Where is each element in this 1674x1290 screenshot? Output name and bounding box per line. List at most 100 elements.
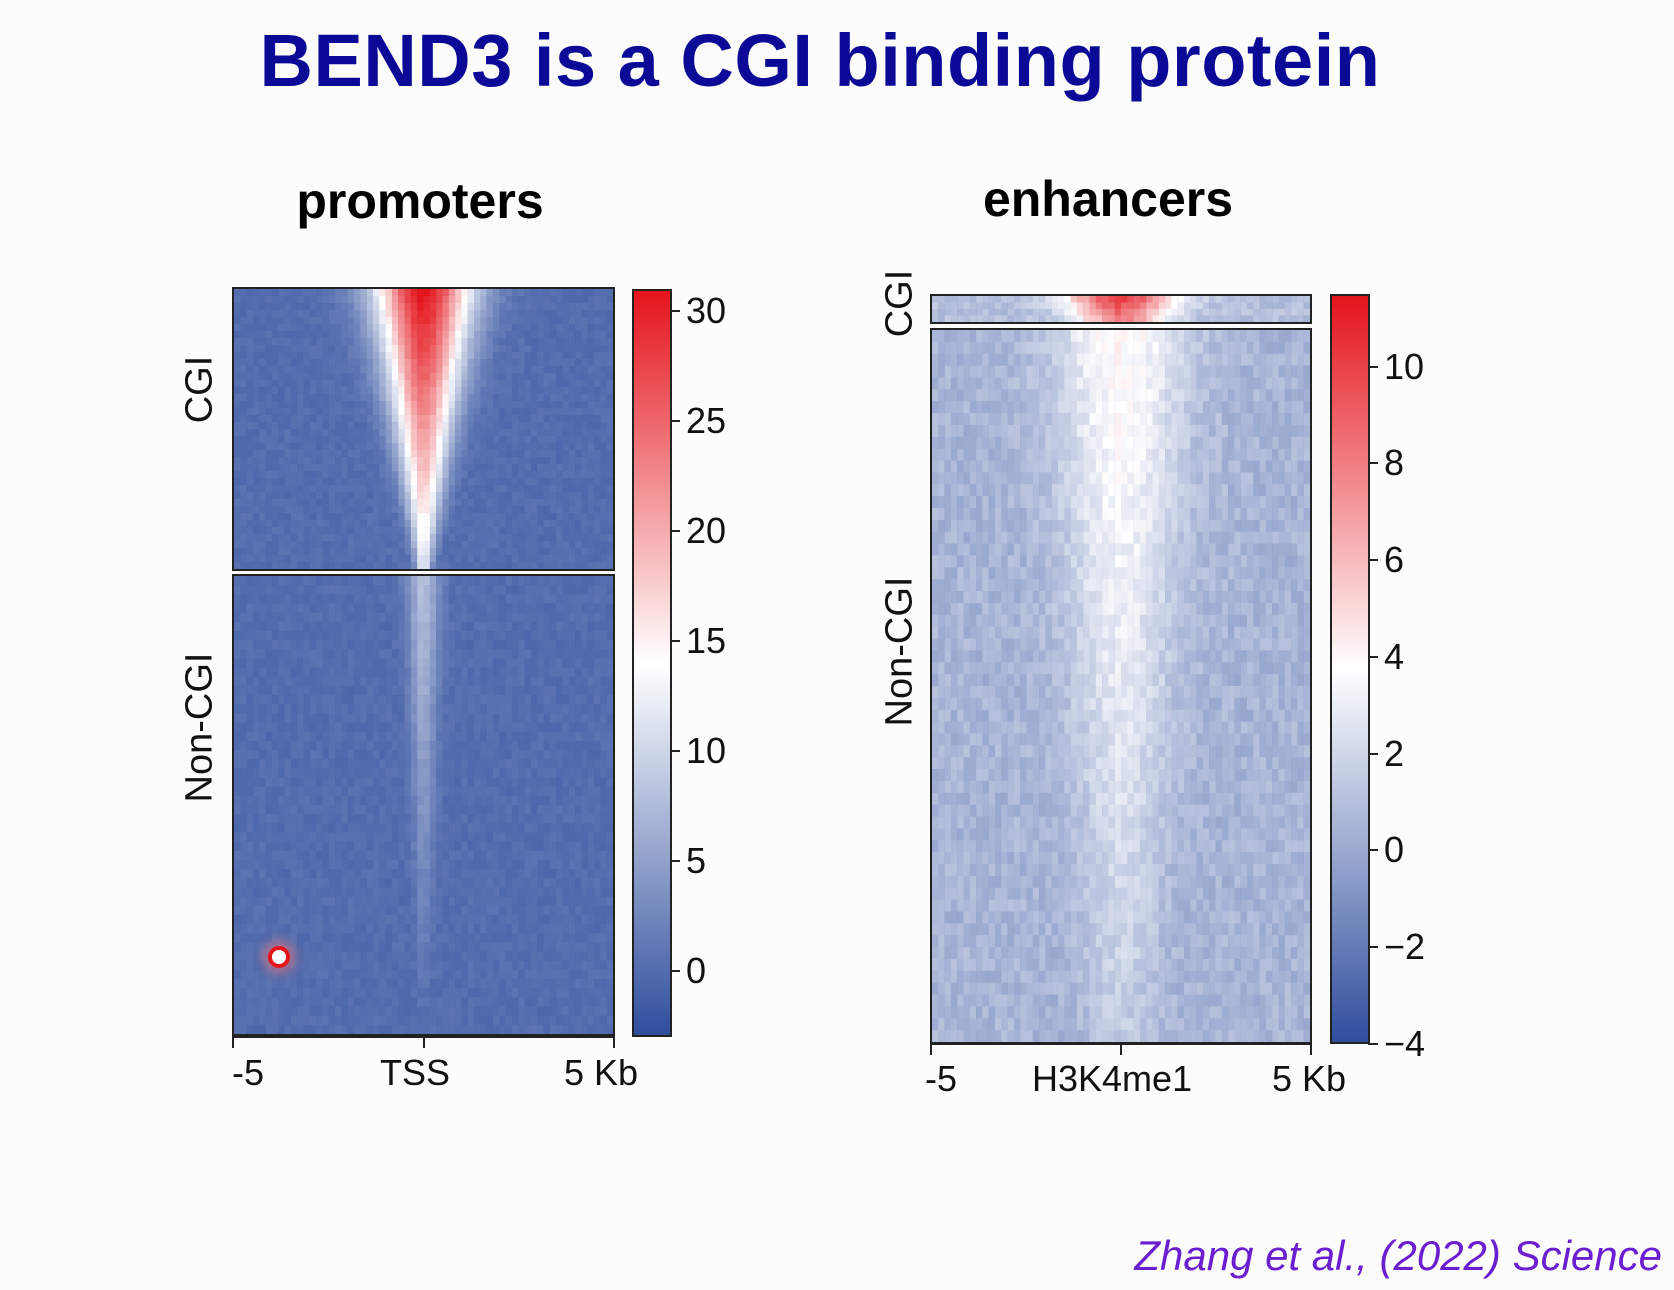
heatmap-cell [429, 768, 437, 778]
heatmap-cell [322, 436, 329, 444]
heatmap-cell [537, 676, 544, 687]
heatmap-cell [575, 786, 582, 797]
heatmap-cell [461, 373, 468, 381]
heatmap-cell [486, 387, 494, 395]
heatmap-cell [246, 612, 254, 623]
heatmap-cell [486, 649, 494, 659]
heatmap-cell [606, 429, 613, 437]
heatmap-cell [322, 603, 329, 613]
heatmap-cell [511, 795, 519, 806]
heatmap-cell [240, 380, 247, 388]
heatmap-cell [240, 695, 247, 705]
heatmap-cell [461, 850, 468, 861]
heatmap-cell [290, 759, 298, 769]
heatmap-cell [429, 612, 437, 623]
heatmap-cell [600, 869, 607, 879]
heatmap-cell [372, 457, 380, 465]
heatmap-cell [511, 850, 519, 861]
heatmap-cell [240, 548, 247, 556]
heatmap-cell [600, 289, 607, 297]
heatmap-cell [265, 869, 273, 879]
heatmap-cell [252, 534, 260, 542]
heatmap-cell [448, 594, 456, 604]
heatmap-cell [385, 471, 393, 479]
heatmap-cell [341, 859, 348, 870]
heatmap-cell [530, 338, 538, 346]
heatmap-cell [505, 548, 513, 556]
heatmap-cell [328, 731, 336, 742]
heatmap-cell [278, 527, 285, 535]
heatmap-cell [568, 878, 576, 888]
heatmap-cell [543, 640, 551, 650]
heatmap-cell [442, 905, 449, 916]
heatmap-cell [568, 345, 576, 353]
heatmap-cell [436, 960, 443, 971]
heatmap-cell [562, 676, 569, 687]
heatmap-cell [562, 750, 569, 760]
heatmap-cell [335, 492, 342, 500]
heatmap-cell [297, 750, 304, 760]
heatmap-cell [549, 380, 557, 388]
heatmap-cell [606, 704, 613, 714]
heatmap-cell [360, 317, 367, 325]
heatmap-cell [246, 621, 254, 632]
heatmap-cell [448, 471, 456, 479]
heatmap-cell [379, 933, 386, 943]
heatmap-cell [278, 492, 285, 500]
heatmap-cell [316, 603, 323, 613]
heatmap-cell [360, 289, 367, 297]
heatmap-cell [518, 896, 525, 906]
heatmap-cell [372, 594, 380, 604]
heatmap-cell [316, 576, 323, 586]
heatmap-cell [505, 759, 513, 769]
heatmap-cell [347, 436, 355, 444]
heatmap-cell [404, 296, 412, 304]
heatmap-cell [486, 814, 494, 824]
heatmap-cell [309, 394, 317, 402]
heatmap-cell [448, 658, 456, 668]
heatmap-cell [537, 823, 544, 833]
heatmap-cell [398, 896, 405, 906]
heatmap-cell [442, 429, 449, 437]
heatmap-cell [328, 896, 336, 906]
heatmap-cell [246, 380, 254, 388]
heatmap-cell [372, 951, 380, 961]
heatmap-cell [505, 896, 513, 906]
heatmap-cell [372, 768, 380, 778]
heatmap-cell [568, 933, 576, 943]
heatmap-cell [259, 471, 266, 479]
heatmap-cell [499, 366, 506, 374]
heatmap-cell [372, 667, 380, 677]
heatmap-cell [347, 594, 355, 604]
heatmap-cell [366, 338, 374, 346]
heatmap-cell [385, 303, 393, 311]
heatmap-cell [271, 429, 279, 437]
heatmap-cell [379, 814, 386, 824]
heatmap-cell [581, 457, 588, 465]
heatmap-cell [448, 422, 456, 430]
heatmap-cell [480, 841, 487, 852]
heatmap-cell [410, 513, 418, 521]
heatmap-cell [467, 289, 475, 297]
heatmap-cell [366, 695, 374, 705]
heatmap-cell [524, 731, 532, 742]
heatmap-cell [404, 805, 412, 815]
heatmap-cell [549, 740, 557, 751]
heatmap-cell [335, 859, 342, 870]
heatmap-cell [455, 786, 462, 797]
heatmap-cell [391, 960, 399, 971]
heatmap-cell [518, 750, 525, 760]
heatmap-cell [404, 422, 412, 430]
heatmap-cell [461, 640, 468, 650]
heatmap-cell [467, 704, 475, 714]
heatmap-cell [562, 492, 569, 500]
heatmap-cell [297, 506, 304, 514]
heatmap-cell [442, 373, 449, 381]
heatmap-cell [341, 506, 348, 514]
heatmap-cell [543, 527, 551, 535]
heatmap-cell [518, 422, 525, 430]
heatmap-cell [474, 786, 481, 797]
heatmap-cell [372, 422, 380, 430]
heatmap-cell [436, 914, 443, 925]
heatmap-cell [600, 464, 607, 472]
